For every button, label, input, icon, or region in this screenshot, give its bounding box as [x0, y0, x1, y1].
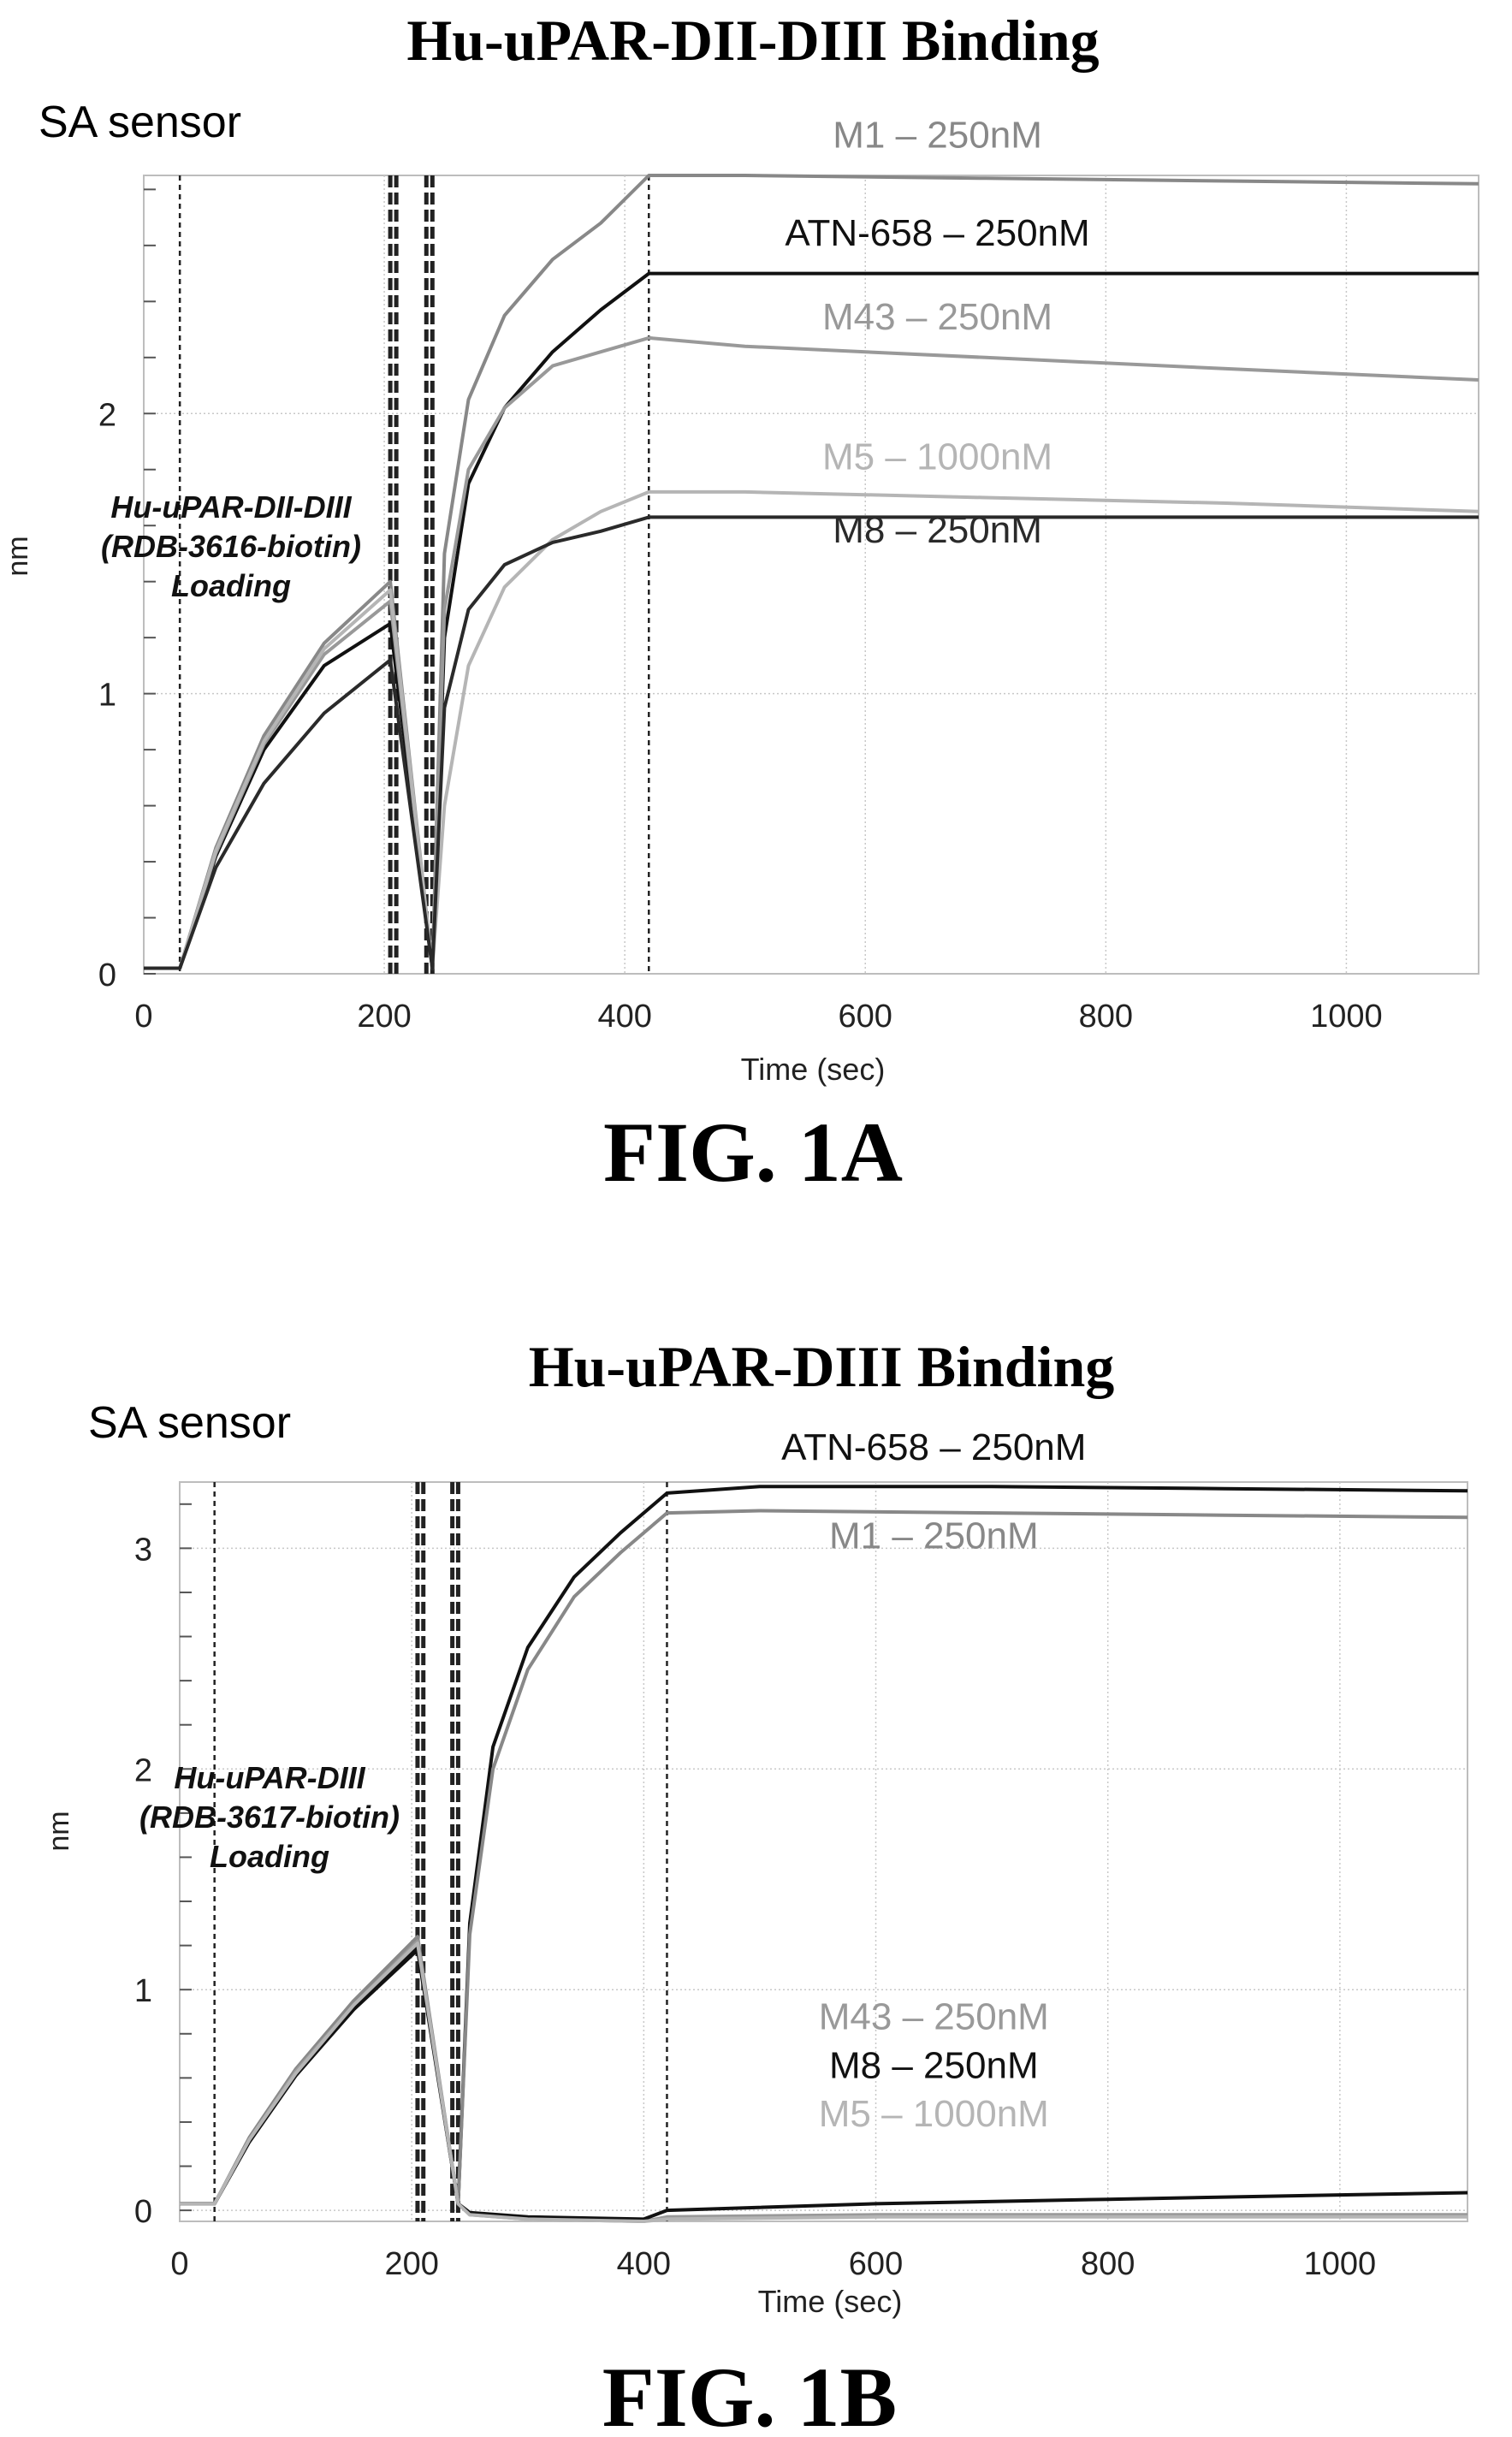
- y-tick-label: 0: [134, 2194, 152, 2230]
- y-tick-label: 2: [134, 1752, 152, 1788]
- series-label: M5 – 1000nM: [819, 2093, 1049, 2135]
- series-label: ATN-658 – 250nM: [781, 1426, 1086, 1468]
- series-line: [144, 489, 1479, 970]
- loading-annotation-line: Hu-uPAR-DII-DIII: [110, 489, 352, 525]
- y-tick-label: 1: [134, 1973, 152, 2009]
- x-tick-label: 400: [597, 999, 651, 1035]
- x-tick-label: 1000: [1310, 999, 1383, 1035]
- loading-annotation-line: (RDB-3617-biotin): [139, 1800, 400, 1835]
- loading-annotation-line: Hu-uPAR-DIII: [174, 1760, 365, 1795]
- y-tick-label: 1: [98, 678, 116, 714]
- series-label: M8 – 250nM: [833, 509, 1042, 551]
- series-line: [180, 1948, 1468, 2221]
- x-tick-label: 200: [357, 999, 411, 1035]
- series-line: [144, 174, 1479, 970]
- loading-annotation-line: Loading: [210, 1839, 329, 1874]
- y-tick-label: 2: [98, 397, 116, 433]
- chart-title: Hu-uPAR-DIII Binding: [529, 1334, 1115, 1399]
- x-axis-label: Time (sec): [741, 1052, 886, 1087]
- x-tick-label: 600: [839, 999, 892, 1035]
- series-line: [144, 271, 1479, 970]
- x-tick-label: 0: [170, 2246, 188, 2282]
- series-line: [144, 515, 1479, 970]
- series-label: M43 – 250nM: [822, 296, 1052, 338]
- y-tick-label: 0: [98, 958, 116, 993]
- chart-panel-2: Hu-uPAR-DIII Binding SA sensor 0 200 400 600 8…: [43, 1334, 1468, 2437]
- sensor-label: SA sensor: [39, 98, 241, 147]
- y-tick-label: 3: [134, 1532, 152, 1568]
- sensor-label: SA sensor: [88, 1398, 291, 1448]
- series-line: [180, 1942, 1468, 2223]
- x-tick-label: 1000: [1304, 2246, 1377, 2282]
- x-tick-label: 200: [384, 2246, 438, 2282]
- series-label: ATN-658 – 250nM: [785, 212, 1089, 254]
- series-label: M1 – 250nM: [829, 1515, 1039, 1556]
- x-axis-label: Time (sec): [758, 2284, 903, 2319]
- plot-frame: [143, 175, 1479, 975]
- chart-title: Hu-uPAR-DII-DIII Binding: [406, 8, 1099, 73]
- plot-frame: [179, 1481, 1468, 2222]
- x-tick-label: 400: [617, 2246, 671, 2282]
- x-tick-label: 800: [1081, 2246, 1135, 2282]
- loading-annotation-line: Loading: [171, 568, 291, 603]
- series-label: M5 – 1000nM: [822, 436, 1052, 478]
- y-axis-label: nm: [43, 1811, 75, 1851]
- x-tick-label: 0: [134, 999, 152, 1035]
- y-axis-label: nm: [2, 536, 34, 576]
- figure-label: FIG. 1A: [603, 1105, 903, 1200]
- x-tick-label: 600: [849, 2246, 903, 2282]
- x-tick-label: 800: [1079, 999, 1133, 1035]
- figure-label: FIG. 1B: [602, 2350, 897, 2437]
- loading-annotation-line: (RDB-3616-biotin): [101, 529, 361, 564]
- chart-panel-1: Hu-uPAR-DII-DIII Binding SA sensor 0 200 400…: [2, 8, 1479, 1200]
- series-label: M1 – 250nM: [833, 114, 1042, 156]
- series-label: M8 – 250nM: [829, 2044, 1039, 2086]
- series-label: M43 – 250nM: [819, 1996, 1049, 2038]
